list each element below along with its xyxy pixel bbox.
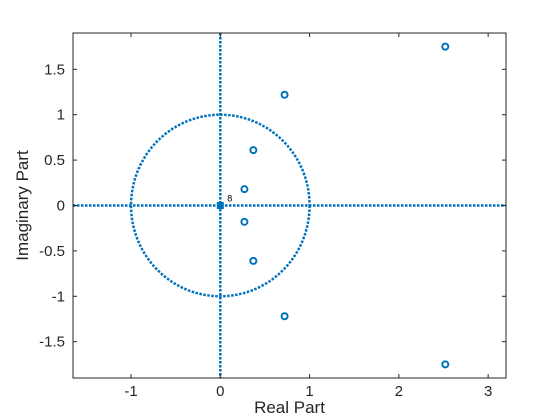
reference-lines (73, 33, 506, 378)
zero-marker (249, 146, 258, 155)
x-tick-label: 0 (216, 383, 224, 400)
x-tick-label: 2 (395, 383, 403, 400)
x-tick-label: 1 (305, 383, 313, 400)
zero-marker (441, 42, 450, 51)
zero-marker (280, 90, 289, 99)
zero-marker (240, 185, 249, 194)
y-tick-label: -1 (52, 288, 65, 305)
zero-marker (240, 217, 249, 226)
x-axis-label: Real Part (254, 398, 325, 417)
y-axis-label: Imaginary Part (13, 150, 32, 261)
zero-marker (441, 360, 450, 369)
x-tick-label: -1 (124, 383, 137, 400)
y-tick-label: 1 (57, 107, 65, 124)
y-tick-label: 0.5 (44, 152, 65, 169)
axis-ticks: -1 0 1 2 3 -1.5 -1 -0.5 0 0.5 1 1.5 (39, 33, 506, 400)
plot-marks: 8 (216, 42, 450, 369)
zero-marker (249, 256, 258, 265)
y-tick-label: 1.5 (44, 61, 65, 78)
y-tick-label: -0.5 (39, 243, 65, 260)
zero-marker (280, 312, 289, 321)
y-tick-label: -1.5 (39, 334, 65, 351)
y-tick-label: 0 (57, 198, 65, 215)
unit-circle (129, 113, 311, 298)
x-tick-label: 3 (484, 383, 492, 400)
pole-marker (216, 202, 224, 209)
pole-multiplicity-label: 8 (227, 194, 232, 204)
